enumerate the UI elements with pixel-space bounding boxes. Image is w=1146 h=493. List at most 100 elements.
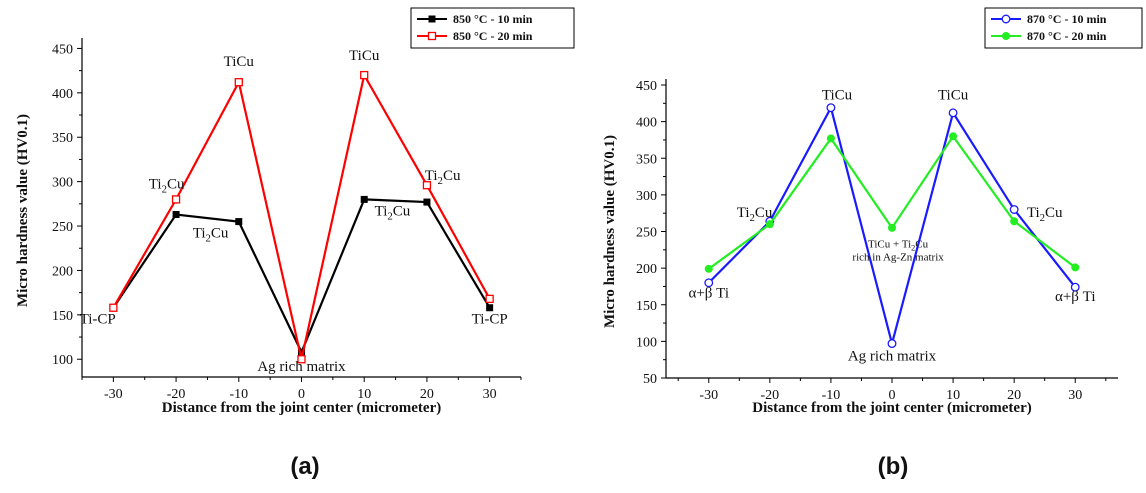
y-tick-label: 350 <box>636 152 657 167</box>
legend-box <box>984 7 1143 49</box>
y-tick-label: 250 <box>636 226 657 241</box>
annotation-label: TiCu <box>822 88 853 104</box>
y-tick-label: 200 <box>636 262 657 277</box>
annotation-label: Ti2Cu <box>375 203 411 222</box>
annotation-label-sub: 2 <box>206 233 211 245</box>
annotation-label: Ti2Cu <box>425 168 461 187</box>
data-point-series-2 <box>360 70 369 80</box>
data-point-series-2 <box>109 303 118 312</box>
annotation-label: Ti2Cu <box>1027 205 1063 224</box>
legend: 870 °C - 10 min 870 °C - 20 min <box>984 7 1143 49</box>
annotation-label-sub: 2 <box>750 212 755 224</box>
y-tick-label: 150 <box>636 299 657 314</box>
data-point-series-2 <box>704 264 713 273</box>
annotation-label: α+β Ti <box>688 285 729 301</box>
legend-swatch-marker <box>1002 32 1010 40</box>
annotation-label: Ti-CP <box>80 312 116 328</box>
y-tick-label: 200 <box>52 264 73 279</box>
annotation-label-main: Ti <box>1027 205 1040 221</box>
annotation-line1: TiCu + Ti <box>868 239 911 251</box>
annotation-label: TiCu <box>224 54 255 70</box>
x-tick-label: -10 <box>229 387 248 402</box>
x-tick-label: 10 <box>946 388 960 403</box>
data-point-series-2 <box>422 181 432 190</box>
annotation-label: Ti2Cu <box>149 177 185 196</box>
annotation-label-tail: Cu <box>167 177 185 193</box>
data-point-series-1 <box>826 103 836 113</box>
annotation-label-tail: Cu <box>393 203 411 219</box>
annotation-label-main: Ti <box>375 203 388 219</box>
panel-label: (b) <box>878 453 909 480</box>
data-point-series-2 <box>171 195 181 204</box>
x-axis-title: Distance from the joint center (micromet… <box>162 400 441 416</box>
y-tick-label: 300 <box>636 189 657 204</box>
data-point-series-2 <box>485 294 494 304</box>
data-point-series-2 <box>234 78 243 87</box>
legend-swatch-marker <box>427 31 437 41</box>
annotation-label: TiCu + Ti2Cu <box>868 239 929 253</box>
series-line-2 <box>112 72 491 360</box>
x-tick-label: 20 <box>1007 388 1021 403</box>
panel-label: (a) <box>290 453 319 480</box>
annotation-label-main: Ti <box>193 226 206 242</box>
legend-swatch-marker <box>428 15 436 23</box>
annotation-label-main: Ti <box>149 177 162 193</box>
data-point-series-1 <box>1070 282 1080 292</box>
x-tick-label: 0 <box>298 387 305 402</box>
annotation-label: Ti-CP <box>472 312 508 328</box>
y-tick-label: 50 <box>643 372 657 387</box>
data-point-series-1 <box>172 210 180 218</box>
annotation-line1-tail: Cu <box>915 239 928 251</box>
data-point-series-2 <box>826 134 835 143</box>
y-tick-label: 400 <box>52 87 73 102</box>
annotation-label: α+β Ti <box>1055 289 1096 305</box>
data-point-series-2 <box>765 220 774 229</box>
annotation-label: Ag rich matrix <box>257 359 346 375</box>
y-tick-label: 100 <box>52 353 73 368</box>
y-axis-title: Micro hardness value (HV0.1) <box>15 114 31 307</box>
y-tick-label: 350 <box>52 131 73 146</box>
y-tick-label: 450 <box>636 79 657 94</box>
legend: 850 °C - 10 min 850 °C - 20 min <box>410 7 575 49</box>
annotation-label: TiCu <box>349 48 380 64</box>
data-point-series-2 <box>297 355 306 364</box>
annotation-label-tail: Cu <box>1045 205 1063 221</box>
y-tick-label: 150 <box>52 309 73 324</box>
data-point-series-1 <box>298 348 305 356</box>
y-tick-label: 400 <box>636 116 657 131</box>
x-tick-label: -30 <box>104 387 123 402</box>
x-tick-label: -10 <box>822 388 841 403</box>
legend-label: 850 °C - 20 min <box>453 29 533 43</box>
annotation-label-sub: 2 <box>387 210 392 222</box>
series-line-1 <box>112 198 491 355</box>
chart-panel-b: 50 100 150 200 250 300 350 400 450 -30 -20 -10 0 10 20… <box>602 7 1143 480</box>
y-tick-label: 100 <box>636 335 657 350</box>
data-point-series-1 <box>486 304 494 312</box>
data-point-series-1 <box>704 278 714 288</box>
y-axis-title: Micro hardness value (HV0.1) <box>602 135 618 328</box>
legend-label: 850 °C - 10 min <box>453 12 533 26</box>
data-point-series-1 <box>1009 205 1019 214</box>
x-tick-label: 20 <box>420 387 434 402</box>
annotation-label-sub: 2 <box>438 175 443 187</box>
annotation-label-tail: Cu <box>443 168 461 184</box>
legend-swatch-marker <box>1001 14 1011 24</box>
data-point-series-1 <box>948 108 958 118</box>
x-tick-label: -20 <box>761 388 780 403</box>
x-tick-label: -30 <box>699 388 718 403</box>
y-tick-label: 450 <box>52 42 73 57</box>
data-point-series-2 <box>949 132 958 141</box>
y-tick-label: 250 <box>52 220 73 235</box>
chart-panel-a: 100 150 200 250 300 350 400 450 -30 -20 -10 0 10 20 30… <box>15 7 575 480</box>
data-point-series-1 <box>423 198 431 206</box>
x-tick-label: 30 <box>1068 388 1082 403</box>
x-tick-label: 0 <box>889 388 896 403</box>
data-point-series-1 <box>887 339 897 349</box>
data-point-series-2 <box>1010 217 1019 226</box>
data-point-series-2 <box>888 223 896 232</box>
annotation-label: Ag rich matrix <box>848 348 937 364</box>
x-axis-title: Distance from the joint center (micromet… <box>752 400 1031 416</box>
annotation-label-main: Ti <box>737 205 750 221</box>
